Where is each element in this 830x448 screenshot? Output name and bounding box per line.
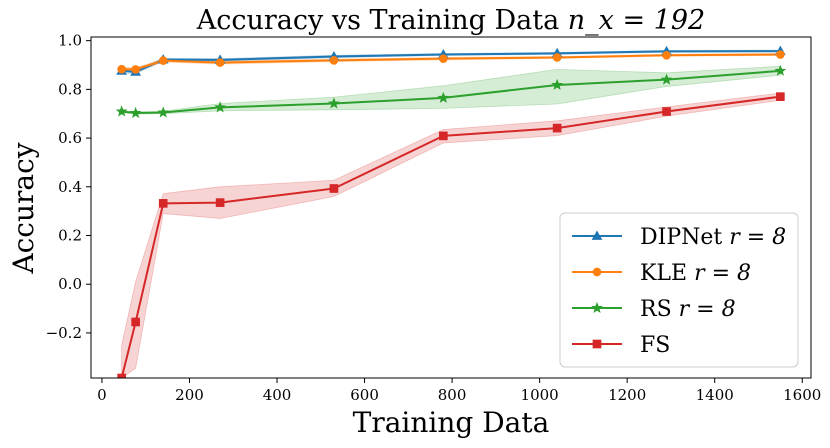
legend-rs-label: RS r = 8 [640, 297, 736, 322]
rs-point [551, 78, 563, 90]
legend-rs-marker [591, 301, 603, 313]
fs-point [158, 199, 168, 208]
rs-point [437, 91, 450, 103]
legend-kle-label: KLE r = 8 [640, 261, 751, 286]
chart-title-text: Accuracy vs Training Data [196, 5, 559, 36]
y-tick-label: 0.6 [58, 129, 82, 147]
legend-rs-param: r = 8 [672, 297, 736, 322]
legend-rs-name: RS [640, 297, 672, 322]
x-tick-label: 800 [438, 386, 467, 404]
legend-dipnet-label: DIPNet r = 8 [640, 225, 786, 250]
kle-point [158, 56, 168, 65]
kle-point [215, 58, 225, 67]
legend-fs-label: FS [640, 333, 670, 358]
fs-point [215, 198, 225, 207]
legend-dipnet-name: DIPNet [640, 225, 722, 250]
rs-point [328, 97, 340, 109]
kle-point [776, 50, 785, 59]
rs-point [214, 101, 226, 113]
fs-point [439, 131, 448, 141]
y-tick-label: −0.2 [46, 324, 82, 342]
legend-fs-marker [592, 339, 602, 349]
chart-title: Accuracy vs Training Data n_x = 192 [196, 5, 705, 36]
y-axis-title: Accuracy [7, 142, 40, 274]
x-tick-labels: 0 200 400 600 800 1000 1200 1400 1600 [97, 386, 821, 404]
x-tick-label: 1600 [783, 386, 821, 404]
fs-point [552, 123, 562, 133]
y-tick-labels: −0.2 0.0 0.2 0.4 0.6 0.8 1.0 [46, 32, 82, 342]
y-tick-label: 0.2 [58, 227, 82, 245]
kle-point [662, 50, 671, 60]
kle-point [131, 65, 140, 74]
legend-kle-param: r = 8 [687, 261, 751, 286]
legend-dipnet-param: r = 8 [722, 225, 786, 250]
rs-point [774, 64, 787, 76]
plot-frame [90, 36, 812, 379]
y-tick-label: 0.8 [58, 80, 82, 98]
legend-box [559, 212, 799, 368]
x-tick-label: 1400 [696, 386, 734, 404]
x-tick-label: 600 [350, 386, 379, 404]
x-tick-label: 200 [175, 386, 204, 404]
x-tick-label: 1000 [521, 386, 559, 404]
kle-point [439, 54, 448, 64]
legend-kle-marker [592, 267, 602, 277]
fs-point [131, 317, 140, 327]
legend-kle-name: KLE [640, 261, 687, 286]
rs-point [129, 106, 142, 118]
legend-fs-name: FS [640, 333, 670, 358]
rs-point [115, 105, 128, 117]
x-tick-label: 0 [97, 386, 107, 404]
fs-point [329, 184, 339, 193]
x-tick-label: 1200 [608, 386, 646, 404]
kle-point [552, 53, 562, 62]
y-tick-label: 1.0 [58, 32, 82, 50]
y-tick-label: 0.0 [58, 275, 82, 293]
x-tick-label: 400 [263, 386, 292, 404]
rs-point [157, 106, 170, 118]
chart-title-math: n_x = 192 [568, 5, 705, 36]
legend-dipnet-marker [591, 230, 603, 240]
fs-point [662, 107, 671, 116]
rs-point [660, 73, 673, 85]
fs-point [776, 92, 785, 101]
x-axis-title: Training Data [353, 406, 550, 439]
y-tick-label: 0.4 [58, 178, 82, 196]
tick-marks [86, 40, 803, 383]
kle-point [117, 64, 126, 74]
kle-point [329, 56, 339, 65]
